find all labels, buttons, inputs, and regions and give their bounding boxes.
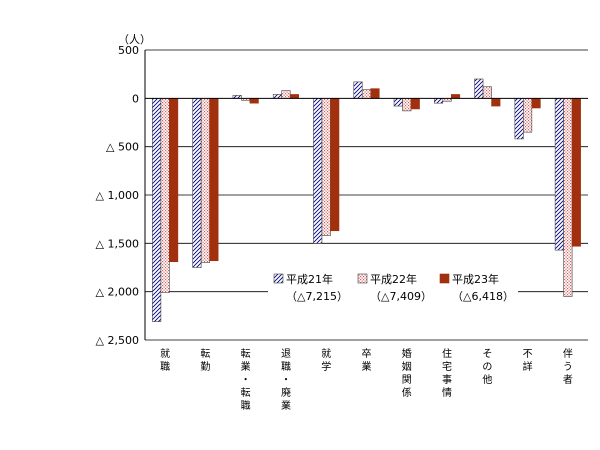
bar-series-3 (289, 94, 300, 99)
bar-series-3 (491, 98, 501, 107)
category-label: 勤 (200, 360, 210, 373)
bar-series-3 (571, 98, 581, 247)
category-label: そ (482, 348, 492, 360)
bar-series-2 (482, 86, 492, 99)
y-tick-label: △ 2,500 (96, 334, 139, 347)
category-label: 転 (241, 387, 251, 399)
y-axis-unit-label: （人） (118, 33, 151, 46)
legend-label: 平成22年 (370, 272, 417, 286)
legend: 平成21年 （△7,215） 平成22年 （△7,409） 平成23年 （△6,418） (268, 268, 518, 308)
bar-series-3 (209, 98, 219, 262)
y-tick-label: △ 1,000 (96, 189, 139, 202)
category-label: 職 (241, 400, 251, 412)
legend-swatch (273, 273, 284, 284)
y-tick-labels: 500 0 △ 500 △ 1,000 △ 1,500 △ 2,000 △ 2,500 (96, 44, 139, 347)
legend-swatch (439, 273, 450, 284)
legend-label: 平成21年 (286, 272, 333, 286)
bar-series-2 (523, 98, 533, 133)
legend-total: （△6,418） (452, 290, 514, 303)
bar-series-1 (554, 98, 564, 251)
legend-label: 平成23年 (452, 272, 499, 286)
bar-series-3 (531, 98, 541, 109)
bar-series-2 (281, 90, 291, 99)
y-tick-label: △ 1,500 (96, 237, 139, 250)
category-label: 姻 (402, 360, 412, 373)
y-tick-label: 500 (118, 44, 139, 57)
bar-series-1 (353, 81, 363, 99)
category-label: 業 (241, 360, 251, 373)
category-label: 関 (402, 374, 412, 386)
category-label: 宅 (442, 360, 452, 373)
category-label: 就 (160, 347, 170, 360)
category-label: 職 (281, 361, 291, 373)
bar-series-3 (249, 98, 259, 104)
category-label: ・ (281, 375, 291, 386)
bar-series-3 (410, 98, 420, 110)
category-label: 転 (241, 348, 251, 360)
category-label: 業 (281, 399, 291, 412)
legend-total: （△7,215） (286, 290, 348, 303)
bar-series-1 (192, 98, 202, 268)
bar-series-1 (272, 94, 283, 99)
legend-swatch (357, 273, 368, 284)
category-label: 転 (200, 348, 210, 360)
category-label: 他 (482, 373, 492, 386)
y-tick-label: 0 (132, 92, 139, 105)
category-label: 伴 (563, 347, 573, 360)
bar-series-1 (433, 98, 444, 104)
bar-series-2 (563, 98, 573, 297)
bar-series-3 (330, 98, 340, 232)
category-label: 係 (402, 387, 412, 399)
category-label: 事 (442, 373, 452, 386)
category-label: 退 (281, 348, 291, 360)
category-label: う (563, 361, 573, 373)
bar-series-2 (321, 98, 331, 236)
bar-series-3 (370, 88, 380, 99)
bar-series-2 (160, 98, 170, 293)
bar-series-2 (361, 89, 372, 99)
bar-series-2 (200, 98, 210, 263)
bar-series-1 (313, 98, 323, 244)
category-label: 詳 (523, 360, 533, 373)
category-label: 不 (523, 349, 533, 360)
bar-series-3 (169, 98, 179, 263)
y-tick-label: △ 500 (106, 141, 139, 154)
legend-total: （△7,409） (370, 290, 432, 303)
category-label: 学 (321, 360, 331, 373)
category-label: 職 (160, 361, 170, 373)
bar-series-3 (450, 94, 461, 99)
category-label: 就 (321, 347, 331, 360)
category-label: 婚 (402, 347, 412, 360)
y-tick-label: △ 2,000 (96, 286, 139, 299)
bars (152, 78, 581, 322)
category-label: 住 (442, 347, 452, 360)
bar-series-1 (514, 98, 524, 140)
bar-series-1 (474, 78, 484, 99)
category-label: ・ (241, 375, 251, 386)
category-label: 業 (362, 360, 372, 373)
bar-series-2 (402, 98, 412, 112)
category-label: 者 (563, 374, 573, 386)
category-label: 卒 (362, 347, 372, 360)
category-label: の (482, 362, 492, 373)
category-label: 情 (442, 386, 452, 399)
axes (144, 50, 588, 340)
bar-series-1 (152, 98, 162, 322)
category-label: 廃 (281, 386, 291, 399)
bar-series-1 (393, 98, 403, 107)
legend-box (268, 268, 518, 308)
